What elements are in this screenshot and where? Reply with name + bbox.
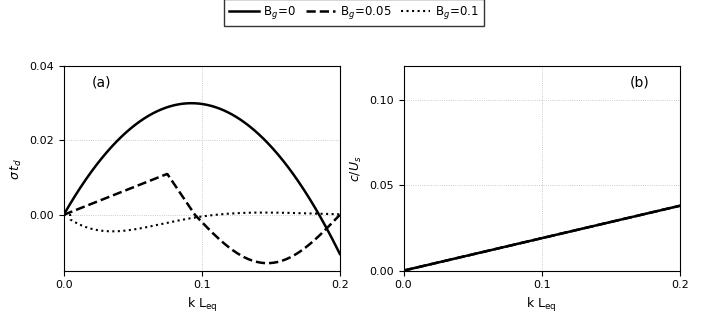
Text: (a): (a) (91, 76, 111, 89)
Text: (b): (b) (630, 76, 650, 89)
X-axis label: k L$_\mathregular{eq}$: k L$_\mathregular{eq}$ (526, 296, 557, 314)
Legend: $\mathrm{B}_g\!=\!0$, $\mathrm{B}_g\!=\!0.05$, $\mathrm{B}_g\!=\!0.1$: $\mathrm{B}_g\!=\!0$, $\mathrm{B}_g\!=\!… (224, 0, 484, 26)
Y-axis label: $c/U_s$: $c/U_s$ (348, 155, 364, 182)
Y-axis label: $\sigma\,t_d$: $\sigma\,t_d$ (8, 157, 23, 180)
X-axis label: k L$_\mathregular{eq}$: k L$_\mathregular{eq}$ (186, 296, 217, 314)
